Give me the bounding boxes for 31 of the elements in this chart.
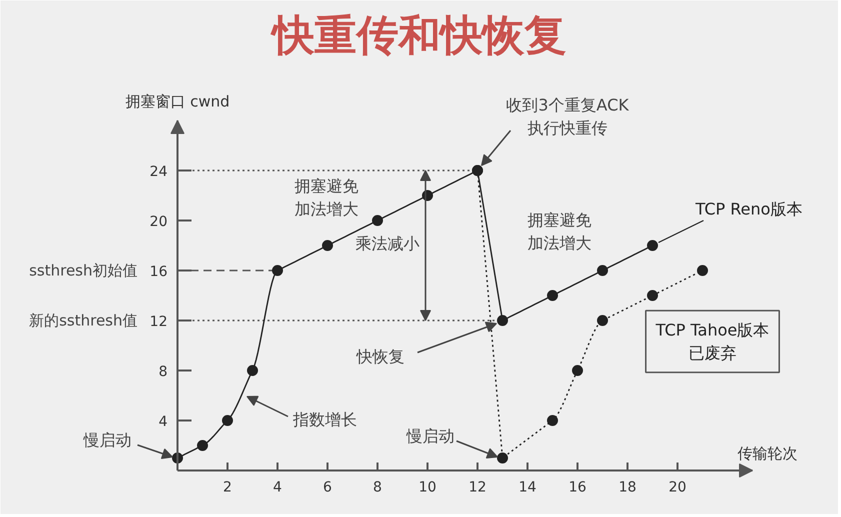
x-tick-label: 14 bbox=[518, 480, 536, 496]
y-tick-label: 8 bbox=[158, 364, 168, 380]
annotation: 拥塞避免加法增大 bbox=[294, 176, 358, 218]
y-tick-label: 12 bbox=[150, 314, 168, 330]
x-tick-label: 10 bbox=[418, 480, 436, 496]
x-tick-label: 2 bbox=[223, 480, 232, 496]
annotation: 慢启动 bbox=[82, 430, 132, 450]
x-tick-label: 16 bbox=[568, 480, 586, 496]
y-tick-label: 16 bbox=[150, 264, 168, 280]
y-tick-label: 4 bbox=[158, 414, 168, 430]
y-tick-label: 24 bbox=[150, 164, 168, 180]
x-tick-label: 4 bbox=[273, 480, 282, 496]
annotation: 慢启动 bbox=[406, 426, 454, 446]
annotation: 快恢复 bbox=[356, 347, 404, 366]
annotation: 收到3个重复ACK执行快重传 bbox=[506, 96, 630, 138]
y-axis-title: 拥塞窗口 cwnd bbox=[125, 92, 230, 110]
annotation: 拥塞避免加法增大 bbox=[528, 210, 592, 252]
series-label: TCP Tahoe版本已废弃 bbox=[654, 320, 770, 362]
text: TCP Reno版本 bbox=[694, 200, 802, 218]
x-tick-label: 18 bbox=[618, 480, 636, 496]
x-axis-title: 传输轮次 bbox=[738, 444, 798, 462]
ref-line-label: 新的ssthresh值 bbox=[29, 312, 138, 330]
chart-title: 快重传和快恢复 bbox=[270, 10, 566, 60]
x-tick-label: 12 bbox=[468, 480, 486, 496]
x-tick-label: 20 bbox=[668, 480, 686, 496]
annotation: 指数增长 bbox=[292, 410, 357, 429]
ref-line-label: ssthresh初始值 bbox=[29, 262, 138, 280]
y-tick-label: 20 bbox=[150, 214, 168, 230]
x-tick-label: 6 bbox=[323, 480, 332, 496]
x-tick-label: 8 bbox=[373, 480, 382, 496]
annotation: 乘法减小 bbox=[356, 234, 420, 253]
